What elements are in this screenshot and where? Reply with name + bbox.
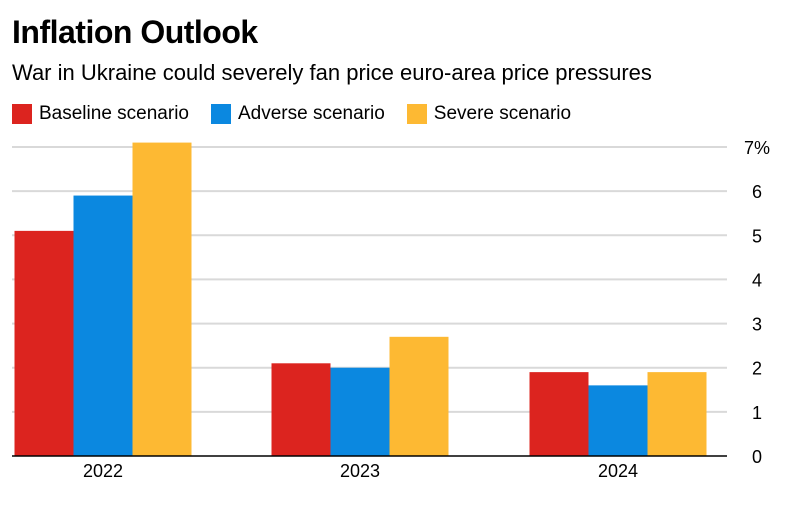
bar-2024-adverse-scenario: [588, 385, 648, 456]
bar-2023-severe-scenario: [389, 336, 449, 456]
x-tick-label-2023: 2023: [340, 461, 380, 481]
bar-2024-baseline-scenario: [529, 372, 589, 456]
bar-2022-severe-scenario: [132, 142, 192, 457]
legend-item-severe: Severe scenario: [406, 103, 572, 125]
bar-layer: [14, 142, 707, 457]
x-tick-label-2022: 2022: [83, 461, 123, 481]
legend-item-adverse: Adverse scenario: [210, 103, 385, 125]
legend-swatch-baseline: [12, 104, 32, 124]
legend-label-baseline: Baseline scenario: [39, 103, 189, 124]
legend-item-baseline: Baseline scenario: [12, 103, 189, 125]
bar-2022-adverse-scenario: [73, 195, 133, 457]
y-tick-label-7: 7%: [744, 138, 770, 158]
legend-swatch-adverse: [210, 104, 231, 124]
y-tick-label-5: 5: [752, 226, 762, 246]
chart-subtitle: War in Ukraine could severely fan price …: [12, 60, 652, 85]
chart-title: Inflation Outlook: [12, 14, 258, 50]
x-tick-label-2024: 2024: [598, 461, 638, 481]
y-tick-label-1: 1: [752, 403, 762, 423]
y-tick-label-3: 3: [752, 315, 762, 335]
y-tick-label-2: 2: [752, 359, 762, 379]
legend: Baseline scenario Adverse scenario Sever…: [12, 103, 593, 125]
y-tick-label-6: 6: [752, 182, 762, 202]
bar-2023-adverse-scenario: [330, 367, 390, 456]
legend-label-severe: Severe scenario: [433, 103, 572, 124]
bar-2022-baseline-scenario: [14, 230, 74, 456]
legend-swatch-severe: [406, 104, 427, 124]
axis-layer: 0 1 2 3 4 5 6 7% 2022 2023 2024: [12, 138, 770, 481]
legend-label-adverse: Adverse scenario: [237, 103, 385, 124]
y-tick-label-4: 4: [752, 270, 762, 290]
bar-2024-severe-scenario: [647, 372, 707, 456]
y-tick-label-0: 0: [752, 447, 762, 467]
bar-2023-baseline-scenario: [271, 363, 331, 456]
